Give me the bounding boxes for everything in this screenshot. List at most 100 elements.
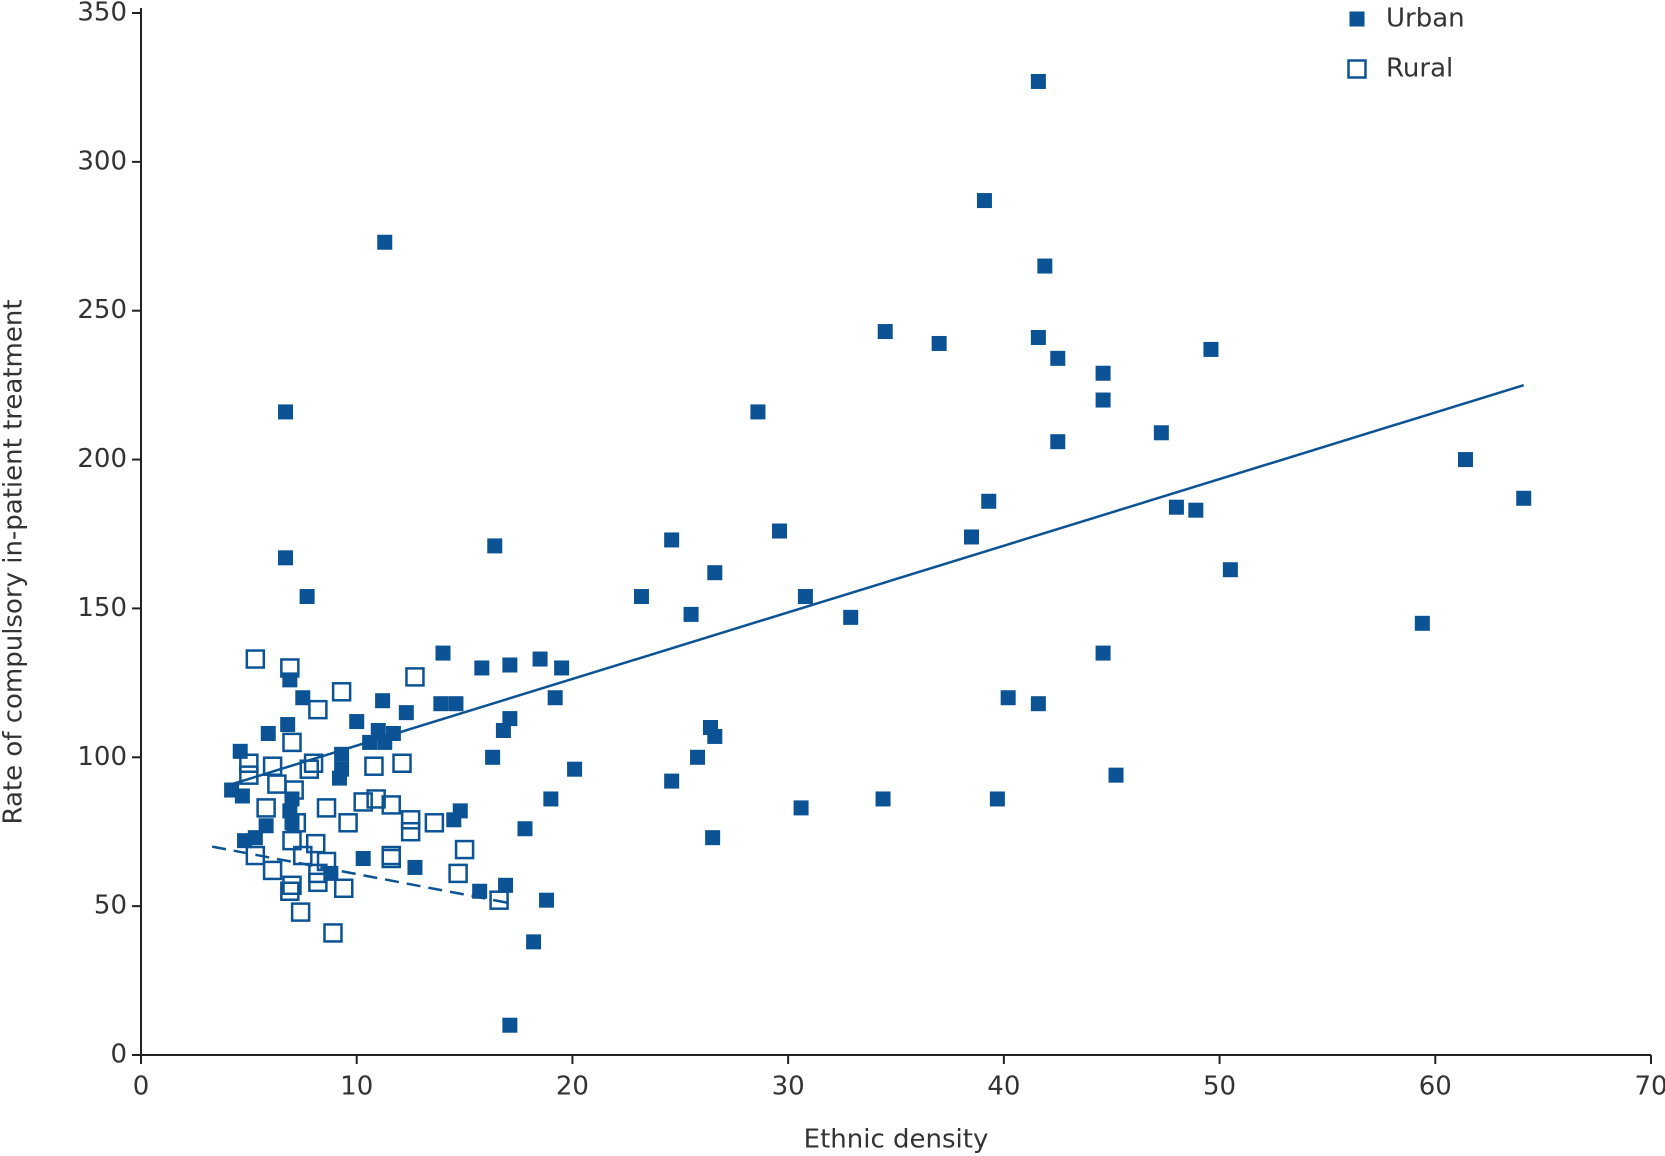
filled-square-marker (875, 791, 891, 807)
filled-square-marker (295, 690, 311, 706)
x-axis-label: Ethnic density (804, 1125, 989, 1155)
filled-square-marker (495, 722, 511, 738)
x-tick-label: 50 (1203, 1072, 1236, 1102)
filled-square-marker (1516, 490, 1532, 506)
open-square-marker (489, 890, 509, 910)
open-square-marker (1347, 59, 1367, 79)
filled-square-marker (772, 523, 788, 539)
open-square-marker (381, 795, 401, 815)
open-square-marker (392, 753, 412, 773)
filled-square-marker (349, 714, 365, 730)
open-square-marker (282, 830, 302, 851)
open-square-marker (364, 756, 384, 776)
filled-square-marker (234, 788, 250, 804)
filled-square-marker (448, 696, 464, 712)
open-square-marker (334, 878, 354, 899)
filled-square-marker (280, 717, 296, 733)
filled-square-marker (377, 234, 393, 250)
filled-square-marker (532, 651, 548, 667)
filled-square-marker (543, 791, 559, 807)
y-axis-label: Rate of compulsory in-patient treatment (0, 299, 29, 824)
open-square-marker (316, 798, 337, 818)
filled-square-marker (278, 550, 294, 566)
open-square-marker (239, 753, 259, 773)
y-tick-label: 200 (77, 444, 127, 474)
filled-square-marker (502, 657, 518, 673)
filled-square-marker (989, 791, 1005, 807)
filled-square-marker (750, 404, 766, 420)
open-square-marker (280, 881, 300, 902)
open-square-marker (293, 845, 313, 866)
open-square-marker (405, 667, 425, 687)
open-square-marker (338, 813, 358, 833)
filled-square-marker (843, 609, 859, 625)
filled-square-marker (260, 725, 276, 741)
filled-square-marker (407, 859, 423, 875)
filled-square-marker (362, 734, 378, 750)
filled-square-marker (1108, 767, 1124, 783)
filled-square-marker (707, 565, 723, 581)
filled-square-marker (1095, 645, 1111, 661)
open-square-marker (267, 774, 287, 794)
filled-square-marker (1037, 258, 1053, 274)
x-tick-label: 0 (133, 1072, 150, 1102)
filled-square-marker (502, 1017, 518, 1033)
legend-label: Rural (1386, 54, 1453, 84)
filled-square-marker (355, 851, 371, 867)
filled-square-marker (877, 324, 893, 340)
open-square-marker (323, 923, 343, 943)
open-square-marker (256, 798, 276, 818)
filled-square-marker (931, 335, 947, 351)
filled-square-marker (683, 606, 699, 622)
open-square-marker (424, 813, 445, 833)
filled-square-marker (1050, 434, 1066, 450)
filled-square-marker (664, 773, 680, 789)
filled-square-marker (398, 705, 414, 721)
open-square-marker (299, 759, 320, 779)
open-square-marker (284, 780, 304, 800)
open-square-marker (282, 875, 302, 896)
open-square-marker (400, 821, 421, 842)
filled-square-marker (707, 728, 723, 744)
filled-square-marker (547, 690, 563, 706)
y-tick-label: 100 (77, 742, 127, 772)
filled-square-marker (1095, 365, 1111, 381)
open-square-marker (308, 699, 328, 720)
filled-square-marker (797, 589, 813, 605)
x-tick-label: 20 (556, 1072, 589, 1102)
filled-square-marker (474, 660, 490, 676)
filled-square-marker (1030, 330, 1046, 346)
filled-square-marker (976, 193, 992, 209)
filled-square-marker (1168, 499, 1184, 515)
y-tick-label: 150 (77, 593, 127, 623)
open-square-marker (308, 872, 328, 893)
filled-square-marker (664, 532, 680, 548)
open-square-marker (400, 810, 421, 830)
filled-square-marker (334, 746, 350, 762)
filled-square-marker (567, 761, 583, 777)
filled-square-marker (278, 404, 294, 420)
filled-square-marker (1349, 11, 1365, 27)
filled-square-marker (981, 493, 997, 509)
x-tick-label: 10 (340, 1072, 373, 1102)
open-square-marker (366, 789, 386, 809)
open-square-marker (290, 902, 311, 922)
open-square-marker (381, 848, 401, 869)
filled-square-marker (435, 645, 451, 661)
filled-square-marker (258, 818, 274, 834)
filled-square-marker (1000, 690, 1016, 706)
filled-square-marker (1188, 502, 1204, 518)
filled-square-marker (485, 749, 501, 765)
y-tick-label: 350 (77, 0, 127, 28)
legend-label: Urban (1386, 4, 1465, 34)
filled-square-marker (705, 830, 721, 846)
filled-square-marker (375, 693, 391, 709)
filled-square-marker (539, 892, 555, 908)
open-square-marker (303, 753, 324, 773)
filled-square-marker (690, 749, 706, 765)
x-tick-label: 30 (772, 1072, 805, 1102)
filled-square-marker (1203, 341, 1219, 357)
filled-square-marker (1095, 392, 1111, 408)
filled-square-marker (1414, 615, 1430, 631)
